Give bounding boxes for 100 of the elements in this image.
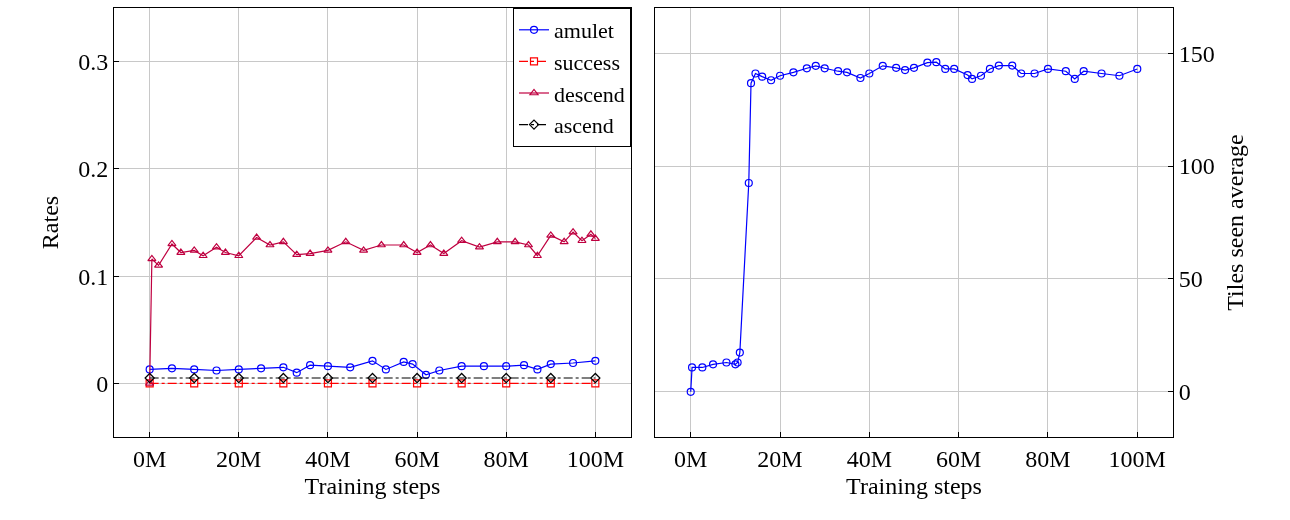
point <box>279 379 288 388</box>
point <box>233 372 244 384</box>
point <box>145 365 154 374</box>
point <box>590 234 600 241</box>
x-tick-label: 100M <box>566 445 625 472</box>
point <box>265 240 275 248</box>
point <box>278 372 289 384</box>
point <box>341 237 351 245</box>
point <box>457 362 466 371</box>
point <box>425 240 436 248</box>
point <box>376 240 387 248</box>
point <box>189 372 200 384</box>
point <box>865 69 874 78</box>
point <box>722 358 731 367</box>
point <box>176 248 186 255</box>
x-axis-title: Training steps <box>846 473 982 500</box>
point <box>811 61 820 70</box>
point <box>586 230 596 237</box>
point <box>842 68 852 77</box>
point <box>546 379 555 388</box>
point <box>568 228 578 235</box>
y-tick-label: 100 <box>1178 153 1215 180</box>
point <box>411 372 423 384</box>
point <box>408 359 417 369</box>
y-axis-title: Tiles seen average <box>1222 134 1249 311</box>
point <box>568 358 578 368</box>
legend-label: ascend <box>554 113 614 139</box>
point <box>591 379 600 388</box>
legend-label: amulet <box>554 18 614 44</box>
point <box>346 363 355 372</box>
point <box>802 64 811 73</box>
point <box>167 364 177 373</box>
point <box>479 362 489 371</box>
point <box>292 368 301 377</box>
point <box>985 64 995 74</box>
point <box>1133 64 1142 74</box>
point <box>368 379 377 388</box>
point <box>198 251 208 259</box>
x-tick-label: 60M <box>394 445 440 472</box>
point <box>523 240 534 248</box>
point <box>234 365 243 374</box>
point <box>559 237 569 245</box>
point <box>900 65 910 75</box>
x-tick-label: 20M <box>216 445 262 472</box>
point <box>367 372 378 384</box>
point <box>234 251 244 259</box>
point <box>439 249 449 256</box>
point <box>147 254 157 262</box>
point <box>735 348 744 357</box>
point <box>412 379 422 388</box>
point <box>686 387 695 396</box>
point <box>399 357 408 367</box>
point <box>292 250 302 258</box>
point <box>545 372 556 384</box>
point <box>708 360 718 369</box>
point <box>492 237 502 245</box>
point <box>892 63 901 72</box>
x-tick-label: 40M <box>305 445 351 472</box>
y-tick-label: 0.1 <box>78 263 109 290</box>
point <box>1079 67 1088 76</box>
point <box>1030 69 1039 78</box>
point <box>502 362 511 371</box>
y-tick-label: 0 <box>96 370 109 397</box>
point <box>994 61 1003 70</box>
point <box>532 251 543 259</box>
x-tick-label: 80M <box>1025 445 1071 472</box>
x-tick-label: 40M <box>846 445 893 472</box>
point <box>212 366 221 375</box>
point <box>167 239 177 247</box>
point <box>190 379 199 388</box>
point <box>967 74 977 83</box>
y-axis-title: Rates <box>37 195 64 250</box>
x-axis-title: Training steps <box>304 473 441 500</box>
point <box>820 64 829 73</box>
point <box>963 70 972 80</box>
y-tick-label: 0 <box>1178 379 1191 406</box>
point <box>546 231 556 238</box>
point <box>1008 61 1017 70</box>
point <box>412 248 422 255</box>
point <box>256 364 266 373</box>
x-tick-label: 0M <box>674 445 708 472</box>
point <box>1115 71 1124 80</box>
point <box>323 379 333 388</box>
point <box>591 356 600 365</box>
point <box>590 372 601 384</box>
point <box>278 237 288 245</box>
point <box>323 362 333 371</box>
point <box>1043 64 1053 74</box>
point <box>687 363 697 372</box>
point <box>421 370 431 379</box>
point <box>435 366 444 375</box>
point <box>368 356 377 365</box>
point <box>501 372 512 384</box>
point <box>950 64 959 74</box>
point <box>744 178 753 188</box>
point <box>323 246 333 253</box>
point <box>577 236 587 244</box>
point <box>306 361 315 370</box>
point <box>1097 69 1106 78</box>
point <box>775 71 785 80</box>
